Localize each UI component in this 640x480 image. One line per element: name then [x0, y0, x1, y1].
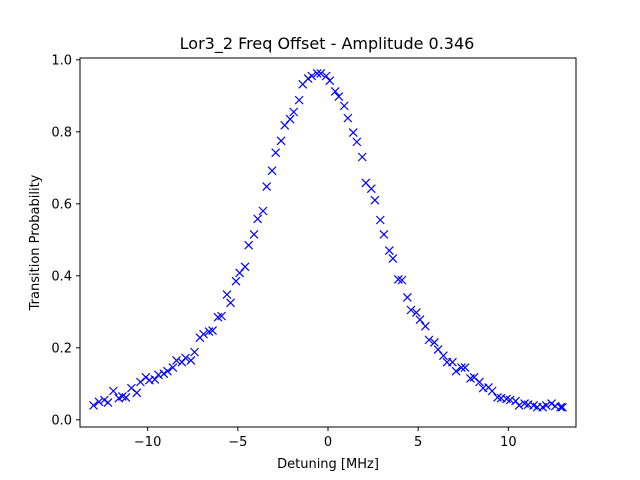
data-point	[334, 92, 344, 101]
data-point	[493, 393, 502, 402]
data-point	[154, 370, 163, 380]
data-point	[89, 400, 98, 410]
data-point	[190, 347, 199, 357]
data-point	[94, 397, 104, 407]
data-point	[370, 195, 380, 205]
data-point	[267, 166, 277, 176]
y-tick-label: 0.8	[51, 125, 72, 140]
data-point	[289, 107, 299, 117]
data-point	[271, 148, 281, 158]
data-point	[321, 71, 331, 81]
data-point	[487, 386, 497, 396]
data-point	[379, 229, 389, 239]
data-point	[258, 206, 268, 216]
data-point	[172, 355, 181, 365]
data-point	[558, 402, 567, 412]
data-point	[388, 254, 398, 263]
data-point	[415, 315, 425, 325]
data-point	[366, 184, 376, 194]
data-point	[208, 326, 217, 335]
y-tick-label: 0.0	[51, 413, 72, 428]
y-tick-label: 0.6	[51, 197, 72, 212]
data-point	[294, 95, 304, 105]
data-point	[402, 292, 412, 302]
data-point	[262, 182, 272, 191]
data-point	[541, 400, 551, 410]
axis-ticks: −10 −5 0 5 10 0.0 0.2 0.4 0.6 0.8 1.0	[51, 53, 516, 450]
y-tick-label: 0.4	[51, 269, 72, 284]
data-point	[121, 393, 131, 402]
data-point	[199, 329, 208, 339]
data-point	[460, 363, 470, 373]
data-point	[312, 69, 322, 78]
data-point	[103, 398, 113, 407]
data-point	[276, 136, 286, 146]
data-point	[316, 69, 326, 78]
data-point	[357, 152, 367, 162]
data-point	[505, 395, 515, 405]
data-point	[150, 375, 160, 384]
data-points	[89, 69, 567, 412]
data-point	[132, 388, 142, 398]
data-point	[406, 305, 416, 315]
data-point	[217, 311, 227, 321]
x-tick-label: 0	[324, 435, 332, 450]
x-tick-label: 10	[500, 435, 517, 450]
data-point	[231, 276, 241, 286]
data-point	[375, 215, 385, 225]
data-point	[168, 363, 178, 373]
data-point	[550, 401, 560, 411]
data-point	[439, 351, 448, 361]
data-point	[429, 337, 439, 347]
x-tick-label: −5	[228, 435, 247, 450]
data-point	[181, 353, 190, 363]
data-point	[240, 262, 250, 272]
data-point	[226, 298, 236, 308]
x-tick-label: 5	[414, 435, 422, 450]
data-point	[330, 87, 340, 96]
plot-area-frame	[79, 57, 577, 428]
y-tick-label: 1.0	[51, 53, 72, 68]
data-point	[325, 76, 335, 86]
data-point	[348, 128, 358, 137]
data-point	[222, 290, 232, 299]
data-point	[244, 240, 254, 250]
data-point	[339, 101, 349, 111]
data-point	[475, 377, 484, 387]
data-point	[384, 246, 394, 256]
data-point	[451, 366, 461, 376]
data-point	[253, 214, 263, 224]
data-point	[457, 363, 466, 373]
data-point	[424, 335, 434, 345]
data-point	[352, 137, 362, 147]
data-point	[420, 321, 430, 331]
data-point	[249, 229, 259, 239]
data-point	[393, 274, 403, 284]
data-point	[556, 402, 566, 412]
data-point	[186, 355, 196, 365]
y-axis-label: Transition Probability	[28, 174, 43, 311]
y-tick-label: 0.2	[51, 341, 72, 356]
data-point	[108, 386, 118, 396]
data-point	[343, 113, 353, 123]
chart-title: Lor3_2 Freq Offset - Amplitude 0.346	[180, 34, 475, 54]
data-point	[307, 71, 317, 81]
x-tick-label: −10	[134, 435, 161, 450]
data-point	[448, 357, 457, 367]
data-point	[411, 308, 421, 317]
x-axis-label: Detuning [MHz]	[277, 457, 379, 472]
data-point	[163, 366, 172, 376]
data-point	[514, 400, 524, 410]
data-point	[397, 275, 407, 285]
data-point	[285, 114, 295, 124]
